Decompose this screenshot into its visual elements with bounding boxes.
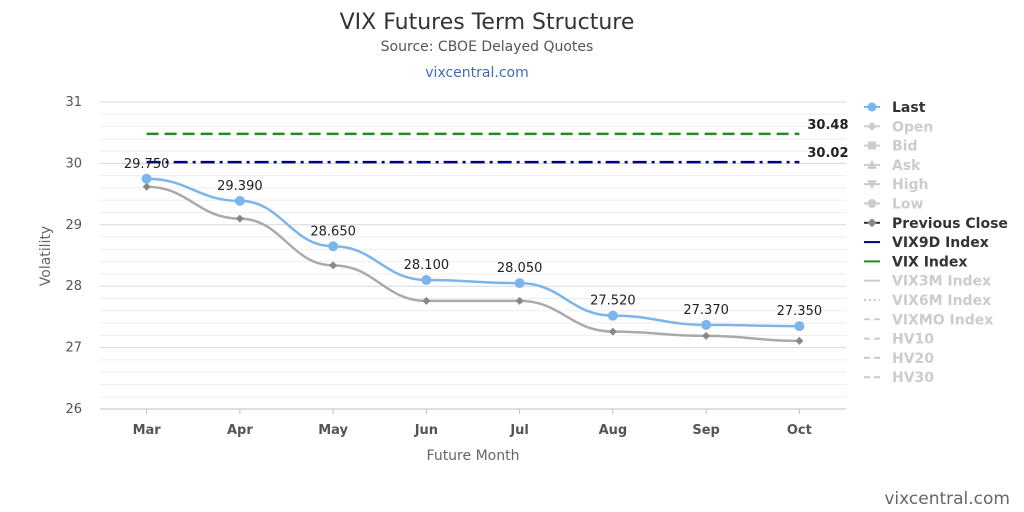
- legend-item-hv20[interactable]: HV20: [864, 351, 934, 367]
- y-tick-label: 26: [65, 402, 82, 417]
- x-tick-label: Oct: [787, 423, 812, 438]
- legend-item-vixmo-index[interactable]: VIXMO Index: [864, 312, 993, 328]
- reference-lines: 30.48 30.02: [146, 118, 849, 164]
- point-last[interactable]: [141, 173, 152, 184]
- point-last[interactable]: [701, 319, 712, 330]
- point-previous-close[interactable]: [142, 182, 151, 191]
- legend-item-low[interactable]: Low: [864, 197, 924, 213]
- point-last[interactable]: [514, 278, 525, 289]
- data-label: 27.520: [590, 294, 636, 309]
- reference-value-label: 30.48: [807, 118, 848, 133]
- legend-item-ask[interactable]: Ask: [864, 158, 921, 174]
- data-label: 27.370: [683, 303, 729, 318]
- point-previous-close[interactable]: [235, 214, 244, 223]
- legend-label: HV20: [892, 351, 934, 367]
- legend-label: Open: [892, 119, 933, 135]
- legend-item-hv30[interactable]: HV30: [864, 370, 934, 386]
- point-previous-close[interactable]: [795, 336, 804, 345]
- legend-label: HV30: [892, 370, 934, 386]
- source-link[interactable]: vixcentral.com: [425, 65, 528, 81]
- x-tick-label: May: [318, 423, 348, 438]
- legend: Last Open Bid Ask High Low Previous Close VIX9D…: [864, 100, 1008, 386]
- legend-item-vix-index[interactable]: VIX Index: [864, 254, 967, 270]
- chart-title: VIX Futures Term Structure: [340, 10, 635, 35]
- data-label: 28.050: [497, 261, 543, 276]
- x-tick-label: Jun: [414, 423, 438, 438]
- x-tick-label: Aug: [599, 423, 628, 438]
- legend-label: VIX9D Index: [892, 235, 989, 251]
- legend-label: VIX6M Index: [892, 293, 991, 309]
- legend-label: Last: [892, 100, 926, 116]
- point-previous-close[interactable]: [608, 327, 617, 336]
- y-axis-label: Volatility: [38, 226, 54, 286]
- x-tick-label: Mar: [133, 423, 162, 438]
- y-tick-label: 31: [65, 95, 82, 110]
- data-label: 28.650: [310, 224, 356, 239]
- legend-label: High: [892, 177, 929, 193]
- y-axis-ticks: 26 27 28 29 30 31: [65, 95, 82, 417]
- series: [141, 173, 805, 345]
- x-axis-label: Future Month: [427, 448, 520, 464]
- point-last[interactable]: [328, 241, 339, 252]
- legend-label: Low: [892, 197, 924, 213]
- legend-item-open[interactable]: Open: [864, 119, 933, 135]
- legend-item-vix3m-index[interactable]: VIX3M Index: [864, 274, 991, 290]
- data-label: 29.390: [217, 179, 263, 194]
- legend-label: VIX3M Index: [892, 274, 991, 290]
- y-tick-label: 27: [65, 341, 82, 356]
- legend-item-bid[interactable]: Bid: [864, 139, 918, 155]
- x-axis-ticks: Mar Apr May Jun Jul Aug Sep Oct: [133, 409, 812, 438]
- legend-item-vix9d-index[interactable]: VIX9D Index: [864, 235, 989, 251]
- point-last[interactable]: [794, 321, 805, 332]
- legend-label: Bid: [892, 139, 918, 155]
- point-previous-close[interactable]: [702, 331, 711, 340]
- point-previous-close[interactable]: [422, 296, 431, 305]
- legend-item-high[interactable]: High: [864, 177, 929, 193]
- series-line-previous-close: [146, 185, 800, 343]
- credit-text: vixcentral.com: [884, 489, 1010, 509]
- point-last[interactable]: [421, 275, 432, 286]
- data-labels: 29.750 29.390 28.650 28.100 28.050 27.520 27.3…: [124, 157, 822, 319]
- point-last[interactable]: [234, 195, 245, 206]
- legend-item-vix6m-index[interactable]: VIX6M Index: [864, 293, 991, 309]
- y-tick-label: 29: [65, 218, 82, 233]
- point-previous-close[interactable]: [329, 261, 338, 270]
- point-previous-close[interactable]: [515, 296, 524, 305]
- data-label: 28.100: [404, 258, 450, 273]
- point-last[interactable]: [607, 310, 618, 321]
- x-tick-label: Sep: [692, 423, 720, 438]
- legend-label: Previous Close: [892, 216, 1008, 232]
- y-tick-label: 30: [65, 156, 82, 171]
- reference-value-label: 30.02: [807, 146, 848, 161]
- legend-label: HV10: [892, 332, 934, 348]
- grid-lines: [100, 101, 846, 410]
- legend-item-previous-close[interactable]: Previous Close: [864, 216, 1008, 232]
- legend-item-last[interactable]: Last: [864, 100, 926, 116]
- data-label: 27.350: [777, 304, 823, 319]
- series-line-last: [146, 177, 800, 328]
- data-label: 29.750: [124, 157, 170, 172]
- legend-item-hv10[interactable]: HV10: [864, 332, 934, 348]
- x-tick-label: Apr: [227, 423, 253, 438]
- x-tick-label: Jul: [509, 423, 529, 438]
- legend-label: VIXMO Index: [892, 312, 993, 328]
- legend-label: VIX Index: [892, 254, 967, 270]
- chart-subtitle: Source: CBOE Delayed Quotes: [381, 39, 594, 55]
- y-tick-label: 28: [65, 279, 82, 294]
- legend-label: Ask: [892, 158, 921, 174]
